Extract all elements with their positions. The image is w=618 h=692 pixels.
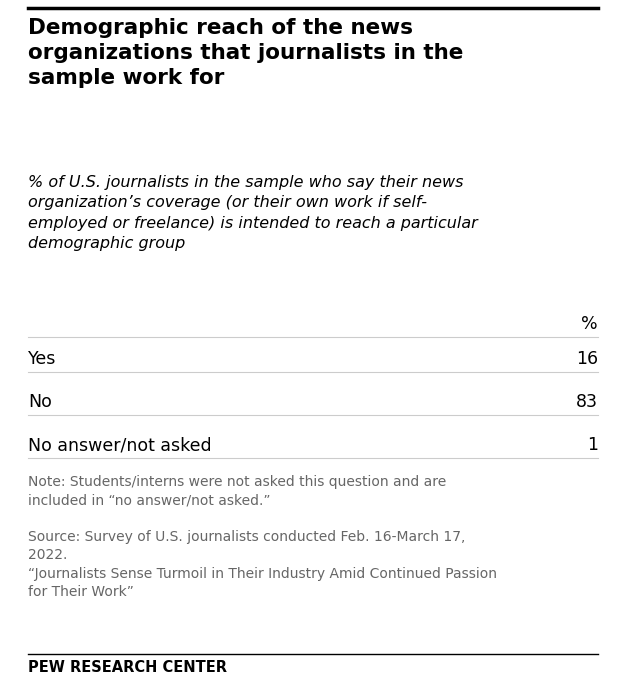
Text: Source: Survey of U.S. journalists conducted Feb. 16-March 17,
2022.
“Journalist: Source: Survey of U.S. journalists condu… (28, 530, 497, 599)
Text: No answer/not asked: No answer/not asked (28, 436, 211, 454)
Text: Demographic reach of the news
organizations that journalists in the
sample work : Demographic reach of the news organizati… (28, 18, 464, 88)
Text: Yes: Yes (28, 350, 56, 368)
Text: 83: 83 (576, 393, 598, 411)
Text: % of U.S. journalists in the sample who say their news
organization’s coverage (: % of U.S. journalists in the sample who … (28, 175, 478, 251)
Text: No: No (28, 393, 52, 411)
Text: %: % (582, 315, 598, 333)
Text: PEW RESEARCH CENTER: PEW RESEARCH CENTER (28, 660, 227, 675)
Text: 1: 1 (587, 436, 598, 454)
Text: 16: 16 (576, 350, 598, 368)
Text: Note: Students/interns were not asked this question and are
included in “no answ: Note: Students/interns were not asked th… (28, 475, 446, 507)
